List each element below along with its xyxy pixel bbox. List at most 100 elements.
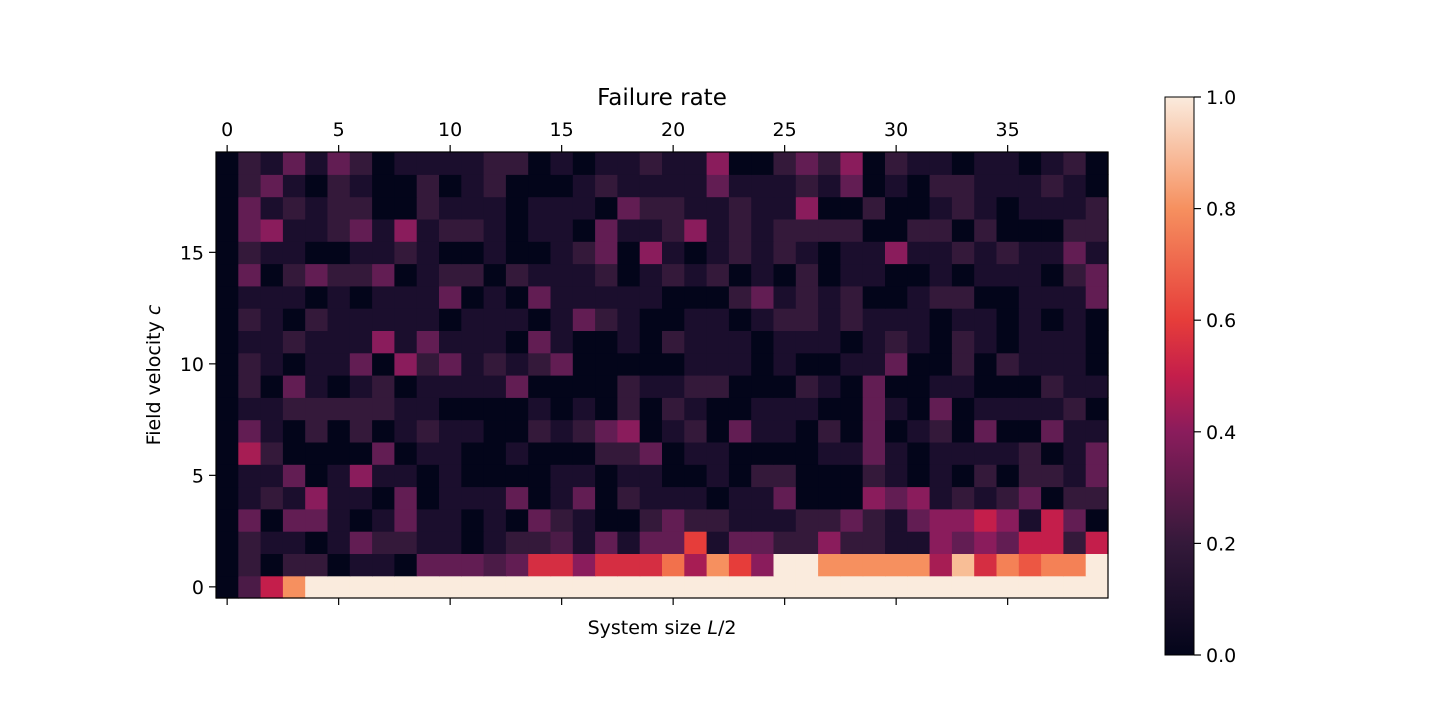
heatmap-cell	[907, 486, 931, 510]
heatmap-cell	[662, 352, 685, 376]
heatmap-cell	[572, 464, 596, 488]
heatmap-cell	[349, 263, 373, 287]
heatmap-cell	[639, 486, 663, 510]
heatmap-cell	[840, 575, 864, 599]
heatmap-cell	[885, 508, 908, 532]
x-tick-label: 25	[773, 119, 797, 141]
heatmap-cell	[795, 352, 819, 376]
heatmap-cell	[996, 218, 1020, 242]
heatmap-cell	[728, 196, 752, 220]
heatmap-cell	[1041, 508, 1064, 532]
heatmap-cell	[305, 263, 329, 287]
heatmap-cell	[1063, 464, 1087, 488]
heatmap-cell	[996, 375, 1020, 398]
heatmap-cell	[282, 419, 306, 443]
heatmap-cell	[795, 531, 819, 554]
heatmap-cell	[907, 575, 931, 599]
heatmap-cell	[1018, 464, 1042, 488]
heatmap-cell	[305, 553, 329, 577]
heatmap-cell	[818, 441, 841, 465]
heatmap-cell	[416, 330, 440, 354]
heatmap-cell	[461, 263, 485, 287]
heatmap-cell	[996, 441, 1020, 465]
heatmap-cell	[795, 553, 819, 577]
heatmap-cell	[1018, 553, 1042, 577]
heatmap-cell	[305, 375, 329, 398]
heatmap-cell	[706, 419, 730, 443]
heatmap-cell	[1018, 285, 1042, 309]
heatmap-cell	[751, 575, 775, 599]
heatmap-cell	[751, 218, 775, 242]
heatmap-cell	[773, 352, 797, 376]
heatmap-cell	[483, 174, 507, 198]
heatmap-cell	[885, 330, 908, 354]
heatmap-cell	[974, 397, 998, 421]
heatmap-cell	[505, 330, 529, 354]
heatmap-cell	[751, 419, 775, 443]
heatmap-cell	[818, 241, 841, 265]
heatmap-cell	[550, 152, 574, 175]
heatmap-cell	[951, 285, 975, 309]
y-tick-label: 15	[180, 242, 204, 264]
heatmap-cell	[1063, 553, 1087, 577]
heatmap-cell	[639, 263, 663, 287]
heatmap-cell	[773, 531, 797, 554]
heatmap-cell	[349, 196, 373, 220]
heatmap-cell	[416, 464, 440, 488]
heatmap-cell	[572, 263, 596, 287]
heatmap-cell	[260, 308, 284, 331]
heatmap-cell	[840, 330, 864, 354]
heatmap-cell	[885, 308, 908, 331]
heatmap-cell	[439, 575, 462, 599]
heatmap-cell	[528, 553, 552, 577]
heatmap-cell	[773, 397, 797, 421]
heatmap-cell	[1085, 330, 1109, 354]
heatmap-cell	[595, 464, 618, 488]
heatmap-cell	[907, 375, 931, 398]
heatmap-cell	[416, 263, 440, 287]
heatmap-cell	[728, 508, 752, 532]
heatmap-cell	[349, 241, 373, 265]
heatmap-cell	[974, 419, 998, 443]
heatmap-cell	[550, 553, 574, 577]
heatmap-cell	[238, 531, 262, 554]
heatmap-cell	[505, 375, 529, 398]
heatmap-cell	[260, 441, 284, 465]
heatmap-cell	[617, 375, 641, 398]
heatmap-cell	[483, 263, 507, 287]
heatmap-cell	[617, 486, 641, 510]
heatmap-cell	[595, 241, 618, 265]
heatmap-cell	[617, 196, 641, 220]
heatmap-cell	[1041, 486, 1064, 510]
heatmap-cell	[461, 575, 485, 599]
heatmap-cell	[260, 218, 284, 242]
heatmap-cell	[974, 152, 998, 175]
heatmap-cell	[662, 441, 685, 465]
heatmap-cell	[840, 464, 864, 488]
heatmap-cell	[505, 308, 529, 331]
heatmap-cell	[1063, 352, 1087, 376]
heatmap-cell	[996, 152, 1020, 175]
heatmap-cell	[1085, 241, 1109, 265]
heatmap-cell	[862, 352, 886, 376]
heatmap-cell	[862, 508, 886, 532]
heatmap-cell	[216, 464, 239, 488]
heatmap-cell	[862, 218, 886, 242]
heatmap-cell	[216, 486, 239, 510]
heatmap-cell	[862, 285, 886, 309]
heatmap-cell	[885, 218, 908, 242]
heatmap-cell	[349, 464, 373, 488]
heatmap-cell	[528, 464, 552, 488]
heatmap-cell	[885, 196, 908, 220]
heatmap-cell	[238, 441, 262, 465]
heatmap-cell	[885, 419, 908, 443]
heatmap-cell	[305, 352, 329, 376]
heatmap-cell	[662, 196, 685, 220]
heatmap-cell	[372, 196, 395, 220]
heatmap-cell	[706, 553, 730, 577]
heatmap-cell	[394, 308, 418, 331]
heatmap-cell	[282, 174, 306, 198]
heatmap-cell	[617, 397, 641, 421]
heatmap-cell	[662, 308, 685, 331]
heatmap-cell	[862, 464, 886, 488]
